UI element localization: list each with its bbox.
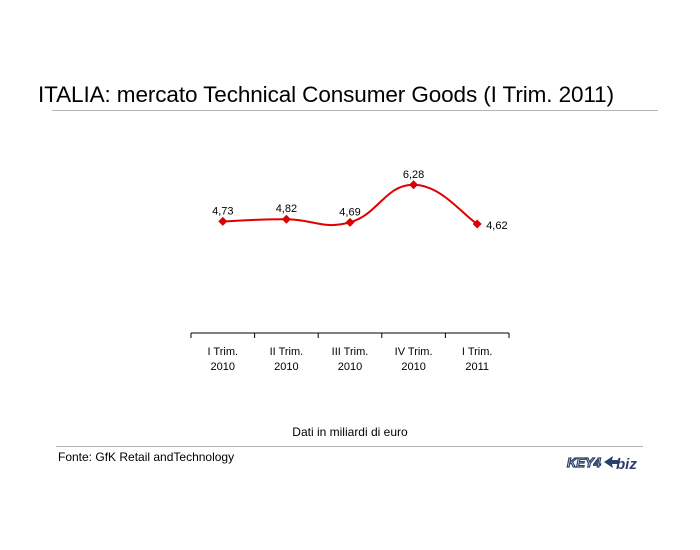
category-label: III Trim. [332, 346, 369, 358]
keybiz-logo: KEY4 biz [566, 454, 637, 473]
footer-divider [56, 446, 643, 447]
category-label: I Trim. [208, 346, 239, 358]
category-label: I Trim. [462, 346, 493, 358]
data-label: 4,62 [486, 220, 507, 232]
title-divider [52, 110, 658, 111]
data-label: 6,28 [403, 169, 424, 181]
category-label: II Trim. [270, 346, 304, 358]
source-text: Fonte: GfK Retail andTechnology [58, 450, 235, 464]
data-label: 4,69 [339, 206, 360, 218]
series-line [222, 183, 478, 227]
logo-biz-text: biz [616, 456, 637, 473]
page-title: ITALIA: mercato Technical Consumer Goods… [38, 82, 614, 107]
logo-arrow-icon [604, 456, 618, 468]
category-label: 2010 [338, 361, 362, 373]
data-label: 4,73 [212, 205, 233, 217]
logo-key-text: KEY4 [567, 455, 602, 470]
data-point-marker [472, 219, 482, 229]
category-label: 2010 [274, 361, 298, 373]
category-label: 2011 [465, 361, 489, 373]
data-label: 4,82 [276, 203, 297, 215]
units-note: Dati in miliardi di euro [292, 425, 408, 439]
line-chart: 4,73 4,82 4,69 6,28 4,62 I Trim. 2010 II Trim.… [190, 169, 510, 373]
data-point-marker [409, 180, 419, 190]
category-label: 2010 [401, 361, 425, 373]
category-label: IV Trim. [395, 346, 433, 358]
data-point-marker [281, 214, 291, 224]
category-label: 2010 [211, 361, 235, 373]
data-point-marker [345, 217, 355, 227]
data-point-marker [218, 216, 228, 226]
